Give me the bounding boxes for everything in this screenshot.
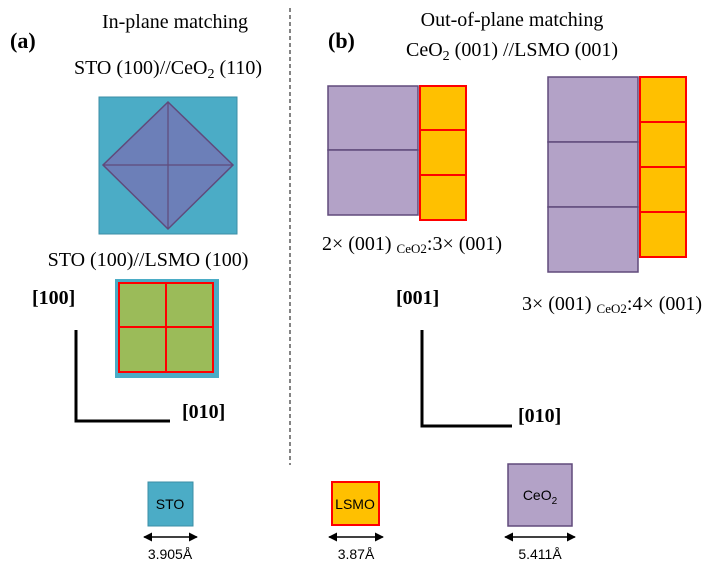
legend-swatch: [147, 481, 194, 527]
axis-label: [001]: [396, 287, 439, 309]
text: CeO: [523, 487, 552, 503]
text: (110): [214, 57, 262, 79]
axis-label: [100]: [32, 287, 75, 309]
relation: STO (100)//LSMO (100): [48, 249, 249, 271]
axis-label: [010]: [182, 401, 225, 423]
axis-corner: [420, 330, 512, 428]
ceo2-stack: [327, 76, 639, 273]
panel-label: (a): [10, 28, 36, 53]
panel-title: In-plane matching: [102, 11, 248, 33]
ratio: 2× (001) CeO2:3× (001): [322, 233, 502, 256]
subscript: 2: [443, 49, 450, 64]
lsmo-cell: [419, 129, 467, 176]
lsmo-cell: [419, 85, 467, 131]
legend-swatch: [331, 481, 380, 526]
subscript: 2: [207, 67, 214, 82]
lsmo-cell: [639, 121, 687, 168]
ceo2-cell: [547, 206, 639, 273]
panel-label: (b): [328, 28, 355, 53]
text: CeO: [406, 39, 443, 61]
axis-corner: [74, 330, 170, 423]
ceo2-cell: [327, 149, 419, 216]
relation: CeO2 (001) //LSMO (001): [406, 39, 618, 64]
ratio: 3× (001) CeO2:4× (001): [522, 293, 702, 316]
legend-size: 3.87Å: [338, 546, 375, 562]
lsmo-cell: [639, 76, 687, 123]
legend-size: 3.905Å: [148, 546, 193, 562]
text: STO (100)//CeO: [74, 57, 208, 79]
subscript: 2: [552, 496, 558, 507]
lsmo-cell: [639, 211, 687, 258]
text: (001) //LSMO (001): [450, 39, 618, 61]
lsmo-cell: [639, 166, 687, 213]
axis-label: [010]: [518, 405, 561, 427]
text: :3× (001): [427, 233, 502, 255]
ceo2-cell: [547, 141, 639, 208]
ceo2-cell: [327, 85, 419, 151]
relation: STO (100)//CeO2 (110): [74, 57, 262, 82]
ceo2-cell: [547, 76, 639, 143]
subscript: CeO2: [397, 241, 427, 256]
subscript: CeO2: [597, 301, 627, 316]
legend-swatch: [507, 463, 573, 527]
text: 3× (001): [522, 293, 597, 315]
panel-title: Out-of-plane matching: [421, 9, 604, 31]
lsmo-cell: [419, 174, 467, 221]
text: :4× (001): [627, 293, 702, 315]
legend-label: STO: [156, 496, 185, 512]
legend-label: LSMO: [335, 496, 375, 512]
legend-label: CeO2: [523, 487, 558, 507]
legend-size: 5.411Å: [518, 546, 562, 562]
lsmo-stack: [419, 76, 687, 258]
text: 2× (001): [322, 233, 397, 255]
